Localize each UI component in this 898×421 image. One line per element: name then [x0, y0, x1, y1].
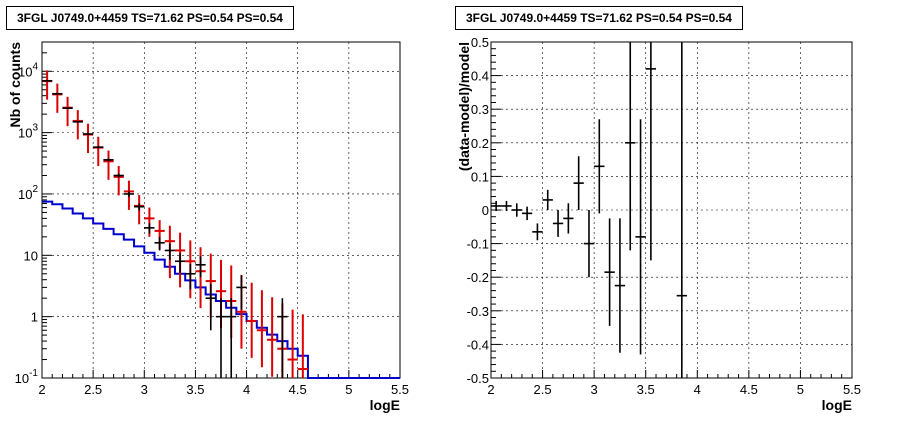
y-tick-label: -0.5 — [467, 371, 489, 386]
x-tick-label: 3 — [591, 382, 598, 397]
x-tick-label: 5.5 — [843, 382, 861, 397]
x-tick-label: 3.5 — [637, 382, 655, 397]
residuals-panel: 2 2.5 3 3.5 4 4.5 5 5.5 -0.5 -0.4 -0.3 -0.2 -0.1 0 0.1… — [456, 35, 861, 413]
y-tick-label: 0.2 — [471, 136, 489, 151]
y-tick-label: 0 — [482, 203, 489, 218]
y-axis-label: Nb of counts — [7, 42, 23, 128]
y-tick-label: -0.2 — [467, 270, 489, 285]
y-tick-label: 0.5 — [471, 35, 489, 50]
counts-spectrum-panel: 2 2.5 3 3.5 4 4.5 5 5.5 10-1 1 10 102 103 104 logE Nb o… — [7, 41, 409, 413]
x-tick-label: 4 — [243, 382, 250, 397]
x-tick-label: 4.5 — [740, 382, 758, 397]
y-tick-label: 0.3 — [471, 102, 489, 117]
y-tick-label: 102 — [18, 184, 38, 202]
y-tick-label: 10-1 — [15, 368, 39, 386]
y-tick-label: 10 — [24, 248, 38, 263]
grid-lines — [490, 41, 853, 379]
x-tick-label: 3 — [141, 382, 148, 397]
x-tick-label: 2.5 — [84, 382, 102, 397]
y-tick-label: -0.3 — [467, 304, 489, 319]
y-tick-label: 0.1 — [471, 169, 489, 184]
x-tick-label: 4 — [694, 382, 701, 397]
x-tick-label: 4.5 — [289, 382, 307, 397]
x-tick-label: 2.5 — [534, 382, 552, 397]
x-tick-label: 5.5 — [391, 382, 409, 397]
x-tick-label: 2 — [487, 382, 494, 397]
x-tick-label: 3.5 — [186, 382, 204, 397]
x-tick-label: 5 — [797, 382, 804, 397]
y-tick-label: 103 — [18, 123, 38, 141]
x-axis-label: logE — [370, 397, 400, 413]
y-tick-label: -0.4 — [467, 337, 489, 352]
y-tick-label: 104 — [18, 61, 38, 79]
x-tick-label: 5 — [345, 382, 352, 397]
counts-panel-title: 3FGL J0749.0+4459 TS=71.62 PS=0.54 PS=0.… — [6, 6, 294, 30]
x-axis-label: logE — [822, 397, 852, 413]
x-tick-label: 2 — [38, 382, 45, 397]
y-axis-label: (data-model)/model — [456, 42, 472, 171]
y-tick-label: 0.4 — [471, 69, 489, 84]
residuals-panel-title: 3FGL J0749.0+4459 TS=71.62 PS=0.54 PS=0.… — [455, 6, 743, 30]
y-tick-label: -0.1 — [467, 237, 489, 252]
y-tick-label: 1 — [31, 310, 38, 325]
